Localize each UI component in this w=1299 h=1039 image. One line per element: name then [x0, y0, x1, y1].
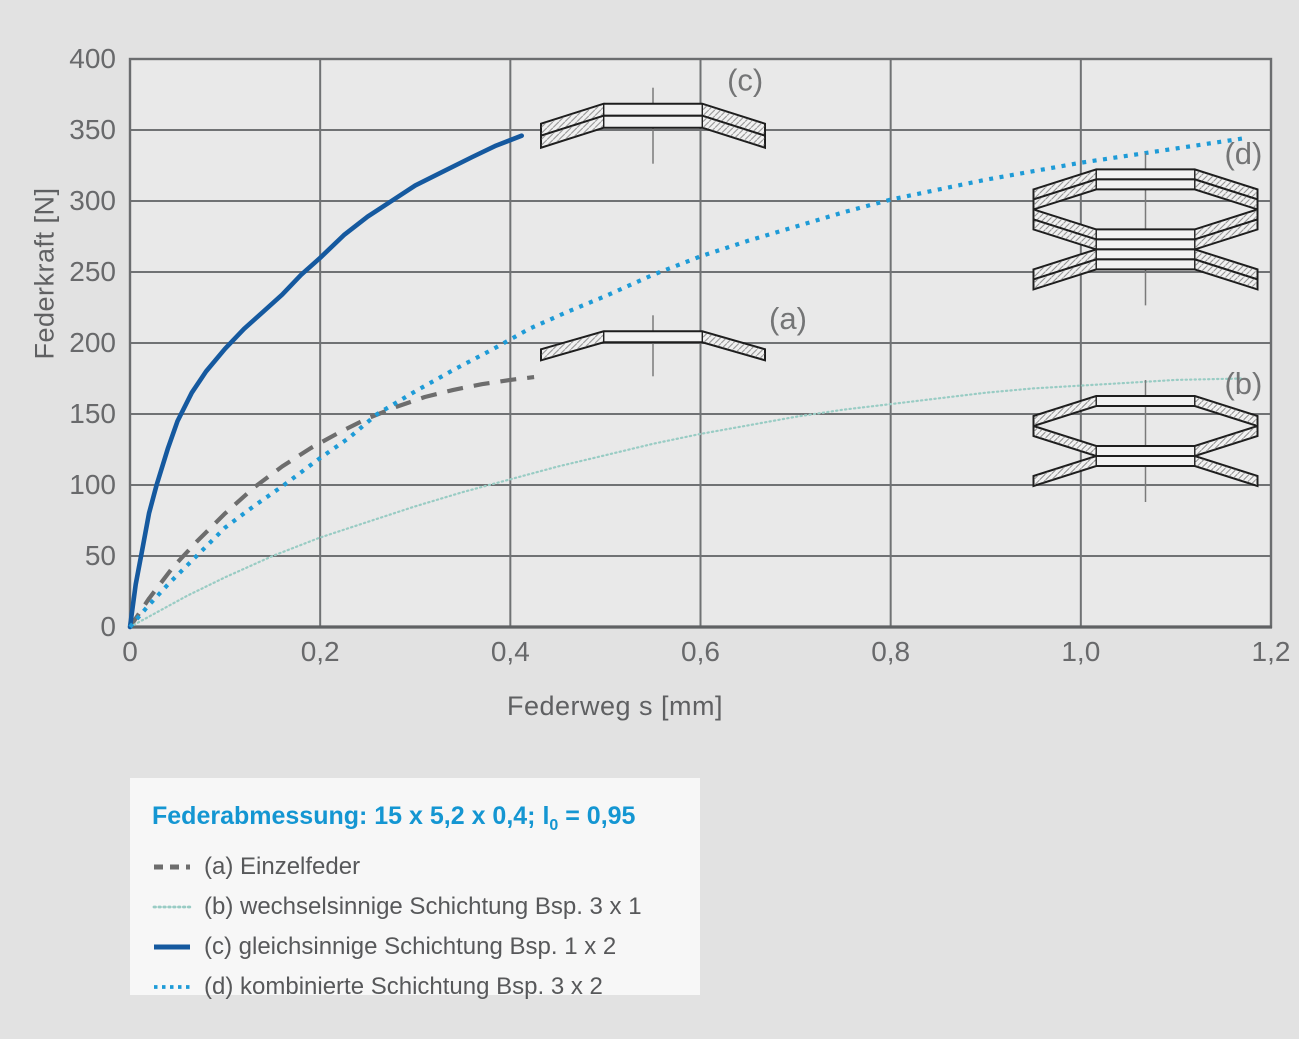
series-d-curve	[128, 136, 1243, 629]
disc-spring-wing	[701, 114, 766, 149]
disc-spring-wing	[1032, 395, 1097, 427]
disc-spring-wing	[540, 330, 605, 362]
x-tick-label: 0,8	[871, 636, 910, 667]
spring-icon-c	[540, 87, 766, 164]
disc-spring-wing	[701, 330, 766, 362]
y-tick-label: 100	[69, 469, 116, 500]
disc-spring-wing	[540, 114, 605, 149]
disc-spring-wing	[1194, 395, 1259, 427]
y-tick-label: 350	[69, 114, 116, 145]
y-tick-label: 300	[69, 185, 116, 216]
y-tick-label: 200	[69, 327, 116, 358]
disc-spring-wing	[1032, 178, 1097, 211]
series-b-curve	[128, 377, 1244, 629]
x-tick-label: 1,0	[1061, 636, 1100, 667]
x-tick-label: 0,4	[491, 636, 530, 667]
curve-label-d: (d)	[1224, 136, 1262, 171]
y-tick-label: 150	[69, 398, 116, 429]
curve-label-b: (b)	[1224, 366, 1262, 401]
dotted-line-swatch-icon	[154, 985, 190, 989]
disc-spring-wing	[1194, 258, 1259, 291]
legend-item-label: (a) Einzelfeder	[204, 853, 361, 880]
x-axis-title: Federweg s [mm]	[506, 691, 724, 721]
legend-title: Federabmessung: 15 x 5,2 x 0,4; l0 = 0,9…	[152, 802, 700, 835]
legend-item-label: (c) gleichsinnige Schichtung Bsp. 1 x 2	[204, 933, 617, 960]
curve-label-a: (a)	[769, 301, 807, 336]
legend-item-c: (c) gleichsinnige Schichtung Bsp. 1 x 2	[152, 927, 700, 967]
y-tick-label: 250	[69, 256, 116, 287]
spring-icon-d	[1032, 153, 1259, 306]
fine-dotted-line-swatch-icon	[152, 905, 192, 909]
legend-title-main: Federabmessung: 15 x 5,2 x 0,4; l	[152, 802, 550, 830]
legend-item-d: (d) kombinierte Schichtung Bsp. 3 x 2	[152, 967, 700, 1007]
legend-item-b: (b) wechselsinnige Schichtung Bsp. 3 x 1	[152, 887, 700, 927]
dashed-line-swatch-icon	[154, 864, 190, 870]
series-c-curve	[127, 133, 525, 630]
disc-spring-wing	[1032, 455, 1097, 487]
chart-canvas: 0 0,2 0,4 0,6 0,8 1,0 1,2 0 50 100 150 200 250 300 350…	[69, 43, 1291, 667]
x-tick-label: 0	[122, 636, 138, 667]
legend-item-a: (a) Einzelfeder	[152, 847, 700, 887]
y-tick-label: 50	[85, 540, 116, 571]
y-tick-label: 400	[69, 43, 116, 74]
curve-label-c: (c)	[727, 62, 763, 97]
spring-icon-b	[1032, 380, 1259, 502]
x-tick-label: 1,2	[1252, 636, 1291, 667]
legend: Federabmessung: 15 x 5,2 x 0,4; l0 = 0,9…	[130, 778, 700, 1000]
spring-force-chart: 0 0,2 0,4 0,6 0,8 1,0 1,2 0 50 100 150 200 250 300 350…	[29, 43, 1291, 721]
y-axis-title: Federkraft [N]	[29, 187, 60, 360]
spring-icon-a	[540, 315, 766, 377]
disc-spring-wing	[1194, 178, 1259, 211]
x-tick-label: 0,6	[681, 636, 720, 667]
solid-line-swatch-icon	[154, 944, 190, 950]
legend-item-label: (b) wechselsinnige Schichtung Bsp. 3 x 1	[204, 893, 642, 920]
disc-spring-wing	[1032, 258, 1097, 291]
disc-spring-wing	[1194, 455, 1259, 487]
y-tick-label: 0	[100, 611, 116, 642]
legend-title-rest: = 0,95	[558, 802, 636, 830]
x-tick-label: 0,2	[301, 636, 340, 667]
legend-item-label: (d) kombinierte Schichtung Bsp. 3 x 2	[204, 973, 603, 1000]
series-a-curve	[128, 375, 535, 629]
legend-title-subscript: 0	[549, 817, 559, 834]
